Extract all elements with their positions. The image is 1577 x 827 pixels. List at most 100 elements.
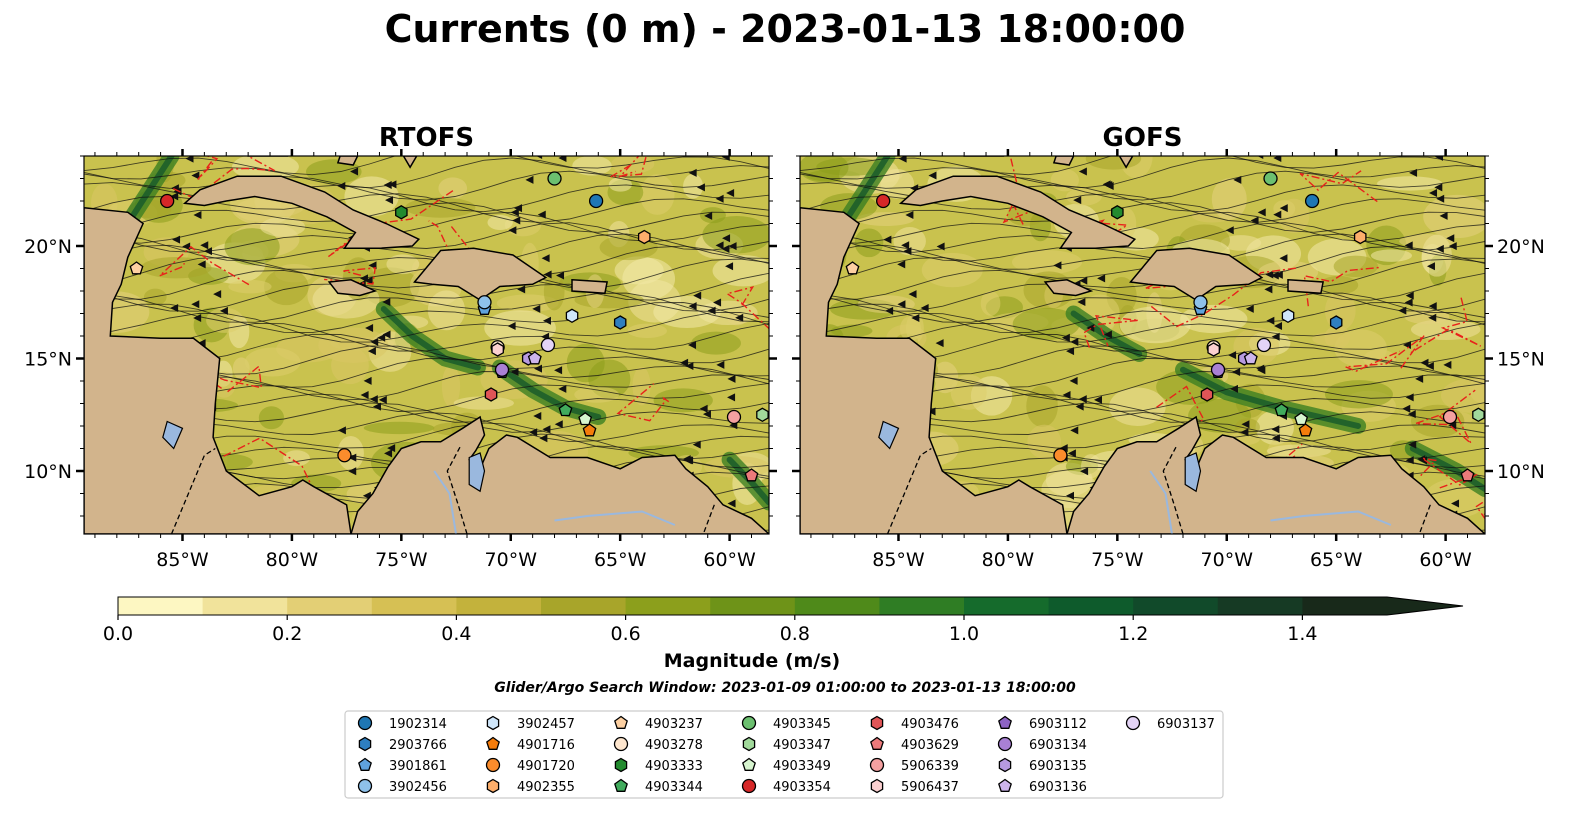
float-marker [1053, 448, 1068, 463]
float-marker [1263, 171, 1278, 186]
legend-label: 6903134 [1029, 738, 1087, 753]
legend-label: 5906339 [901, 759, 959, 774]
float-marker [845, 261, 860, 275]
x-tick-label: 75°W [375, 549, 428, 571]
land [327, 279, 378, 297]
y-tick-label: 15°N [1497, 349, 1545, 371]
float-marker [1200, 387, 1214, 402]
colorbar-segment [287, 597, 373, 615]
float-marker [491, 342, 504, 357]
colorbar-segment [1302, 597, 1388, 615]
legend-item: 1902314 [357, 715, 447, 732]
legend-label: 4903354 [773, 780, 831, 795]
y-tick-label: 15°N [24, 349, 72, 371]
legend-item: 4903278 [613, 736, 703, 753]
legend-label: 5906437 [901, 780, 959, 795]
x-tick-label: 80°W [266, 549, 319, 571]
legend-label: 2903766 [389, 738, 447, 753]
legend-item: 6903137 [1125, 715, 1215, 732]
colorbar-segment [625, 597, 711, 615]
land [350, 415, 769, 534]
x-tick-label: 70°W [1201, 549, 1254, 571]
legend-item: 6903136 [998, 778, 1087, 795]
float-legend: 1902314 2903766 3901861 3902456 3902457 49017… [344, 710, 1224, 799]
map-panel-gofs: GOFS 85°W 80°W 75°W 70°W 65°W 60°W 10°N 15°N 20°N [792, 123, 1545, 571]
colorbar-tick-label: 1.4 [1287, 623, 1317, 645]
legend-label: 1902314 [389, 717, 447, 732]
colorbar-segment [456, 597, 542, 615]
colorbar: 0.0 0.2 0.4 0.6 0.8 1.0 1.2 1.4 [103, 596, 1464, 645]
float-marker [1281, 308, 1295, 324]
legend-label: 4903278 [645, 738, 703, 753]
float-marker [1329, 315, 1343, 330]
float-marker [160, 193, 175, 209]
x-tick-label: 60°W [1419, 549, 1472, 571]
legend-item: 3902456 [357, 778, 447, 795]
land [336, 156, 359, 166]
legend-label: 4903629 [901, 738, 959, 753]
legend-item: 4901716 [486, 736, 575, 753]
legend-item: 2903766 [358, 736, 447, 753]
float-marker [565, 308, 579, 324]
legend-label: 4903347 [773, 738, 831, 753]
search-window-text: Glider/Argo Search Window: 2023-01-09 01… [494, 680, 1076, 696]
land [1052, 156, 1075, 166]
legend-box [344, 710, 1224, 799]
legend-label: 3901861 [389, 759, 447, 774]
colorbar-tick-label: 0.4 [441, 623, 471, 645]
float-marker [578, 412, 593, 426]
legend-item: 6903112 [998, 715, 1087, 732]
colorbar-segment [794, 597, 880, 615]
legend-item: 4903344 [614, 778, 703, 795]
legend-label: 4901716 [517, 738, 575, 753]
legend-label: 4903349 [773, 759, 831, 774]
land [1129, 247, 1264, 301]
float-marker [582, 423, 597, 437]
float-marker [494, 362, 510, 377]
legend-label: 4903344 [645, 780, 703, 795]
float-marker [876, 193, 891, 209]
float-marker [1460, 468, 1475, 482]
x-tick-label: 80°W [982, 549, 1035, 571]
colorbar-label: Magnitude (m/s) [664, 650, 841, 672]
float-marker [637, 229, 651, 245]
legend-item: 4901720 [485, 757, 575, 774]
legend-label: 4903333 [645, 759, 703, 774]
legend-item: 4902355 [486, 778, 575, 795]
x-tick-label: 65°W [1310, 549, 1363, 571]
legend-item: 4903347 [742, 736, 831, 753]
legend-item: 4903345 [741, 715, 831, 732]
float-marker [484, 387, 498, 402]
legend-item: 6903135 [998, 757, 1087, 774]
land [247, 156, 289, 157]
float-marker [588, 193, 604, 209]
land [182, 175, 421, 250]
float-marker [1210, 362, 1226, 377]
colorbar-tick-label: 0.8 [780, 623, 810, 645]
colorbar-segment [710, 597, 796, 615]
colorbar-segment [964, 597, 1050, 615]
y-tick-label: 20°N [24, 236, 72, 258]
float-marker [477, 295, 492, 310]
colorbar-segment [1048, 597, 1134, 615]
land [1118, 156, 1134, 169]
panels: RTOFS 85°W 80°W 75°W 70°W 65°W 60°W 10°N 15°N 20°… [24, 123, 1545, 571]
y-tick-label: 10°N [1497, 461, 1545, 483]
colorbar-segment [1133, 597, 1219, 615]
float-marker [1193, 295, 1208, 310]
land [571, 279, 608, 295]
legend-item: 4903237 [614, 715, 703, 732]
panel-title: RTOFS [379, 123, 474, 153]
legend-item: 3902457 [486, 715, 575, 732]
colorbar-tick-label: 0.6 [610, 623, 640, 645]
float-marker [613, 315, 627, 330]
float-marker [1472, 407, 1485, 423]
colorbar-segment [1217, 597, 1303, 615]
panel-title: GOFS [1103, 123, 1183, 153]
float-marker [1207, 342, 1220, 357]
x-tick-label: 85°W [872, 549, 925, 571]
legend-label: 4902355 [517, 780, 575, 795]
legend-item: 4903354 [741, 778, 831, 795]
y-tick-label: 20°N [1497, 236, 1545, 258]
